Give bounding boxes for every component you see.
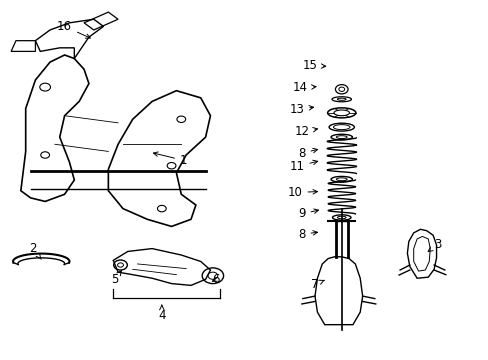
Text: 1: 1 (153, 152, 187, 167)
Text: 8: 8 (298, 228, 317, 241)
Text: 5: 5 (111, 271, 121, 286)
Text: 14: 14 (292, 81, 315, 94)
Text: 15: 15 (302, 59, 325, 72)
Text: 6: 6 (212, 273, 220, 286)
Text: 3: 3 (427, 238, 441, 252)
Text: 16: 16 (57, 20, 90, 38)
Text: 2: 2 (29, 242, 41, 259)
Text: 10: 10 (287, 186, 317, 199)
Text: 12: 12 (294, 125, 317, 138)
Text: 7: 7 (311, 278, 324, 291)
Text: 9: 9 (298, 207, 318, 220)
Text: 13: 13 (289, 103, 313, 116)
Text: 4: 4 (158, 305, 165, 321)
Text: 11: 11 (289, 160, 317, 173)
Text: 8: 8 (298, 147, 317, 160)
